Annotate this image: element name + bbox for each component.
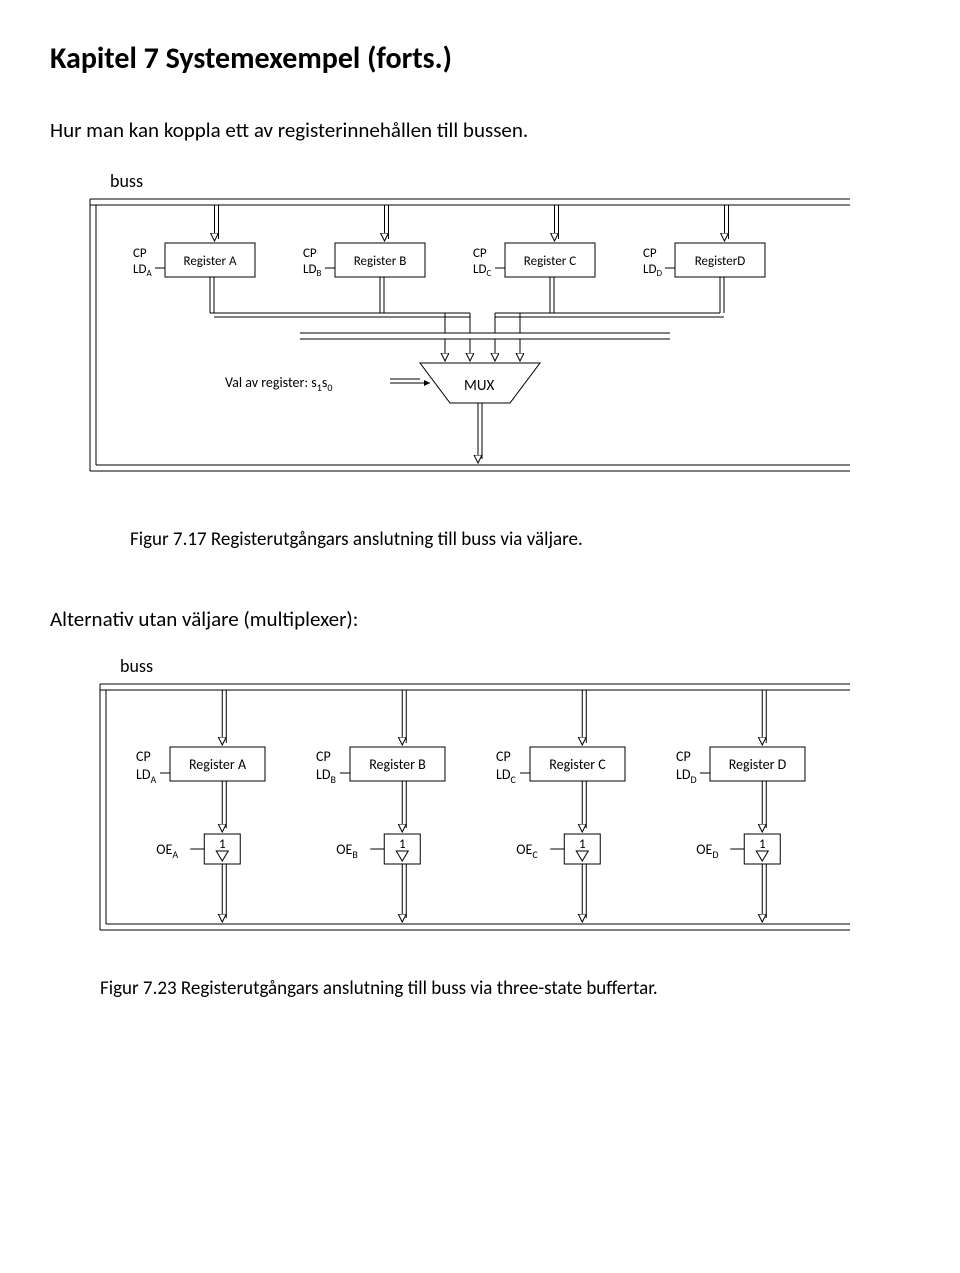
svg-text:Register D: Register D bbox=[729, 756, 787, 773]
svg-text:LDC: LDC bbox=[473, 262, 491, 279]
svg-text:CP: CP bbox=[136, 748, 151, 765]
svg-text:LDB: LDB bbox=[303, 262, 321, 279]
svg-text:Register C: Register C bbox=[549, 756, 606, 773]
svg-text:CP: CP bbox=[133, 246, 147, 261]
svg-text:LDC: LDC bbox=[496, 766, 517, 786]
register-group-1: CPLDARegister ACPLDBRegister BCPLDCRegis… bbox=[133, 205, 765, 333]
figure-7-17: buss CPLDARegister ACPLDBRegister BCPLDC… bbox=[50, 153, 870, 513]
svg-text:CP: CP bbox=[676, 748, 691, 765]
svg-text:LDA: LDA bbox=[133, 262, 152, 279]
svg-text:Register B: Register B bbox=[369, 756, 426, 773]
svg-text:1: 1 bbox=[219, 837, 226, 852]
svg-text:CP: CP bbox=[303, 246, 317, 261]
svg-text:LDD: LDD bbox=[676, 766, 697, 786]
bus-label-1: buss bbox=[110, 170, 143, 192]
svg-text:LDD: LDD bbox=[643, 262, 662, 279]
register-group-2: CPLDARegister A1OEACPLDBRegister B1OEBCP… bbox=[136, 690, 805, 922]
svg-text:OEC: OEC bbox=[516, 841, 538, 861]
svg-text:Register B: Register B bbox=[354, 254, 407, 269]
svg-text:OED: OED bbox=[696, 841, 718, 861]
svg-text:OEB: OEB bbox=[336, 841, 358, 861]
svg-text:Register C: Register C bbox=[524, 254, 576, 269]
svg-text:LDB: LDB bbox=[316, 766, 337, 786]
mux-label: MUX bbox=[464, 377, 494, 395]
svg-text:CP: CP bbox=[473, 246, 487, 261]
svg-text:LDA: LDA bbox=[136, 766, 157, 786]
svg-text:CP: CP bbox=[496, 748, 511, 765]
svg-text:Register A: Register A bbox=[183, 254, 236, 269]
svg-text:OEA: OEA bbox=[156, 841, 178, 861]
svg-text:Register A: Register A bbox=[189, 756, 247, 773]
figure-7-23: buss CPLDARegister A1OEACPLDBRegister B1… bbox=[50, 642, 870, 962]
figure-7-23-caption: Figur 7.23 Registerutgångars anslutning … bbox=[100, 977, 910, 1000]
mux-sel-label: Val av register: s1s0 bbox=[225, 374, 332, 394]
svg-text:RegisterD: RegisterD bbox=[695, 254, 746, 269]
svg-text:1: 1 bbox=[399, 837, 406, 852]
figure-7-17-caption: Figur 7.17 Registerutgångars anslutning … bbox=[130, 528, 910, 551]
svg-text:1: 1 bbox=[759, 837, 766, 852]
svg-text:CP: CP bbox=[643, 246, 657, 261]
mux-block: MUX bbox=[420, 363, 540, 403]
svg-text:1: 1 bbox=[579, 837, 586, 852]
page-title: Kapitel 7 Systemexempel (forts.) bbox=[50, 40, 910, 77]
bus-label-2: buss bbox=[120, 655, 153, 677]
svg-text:CP: CP bbox=[316, 748, 331, 765]
intro-text: Hur man kan koppla ett av registerinnehå… bbox=[50, 117, 910, 143]
alternative-text: Alternativ utan väljare (multiplexer): bbox=[50, 606, 910, 632]
